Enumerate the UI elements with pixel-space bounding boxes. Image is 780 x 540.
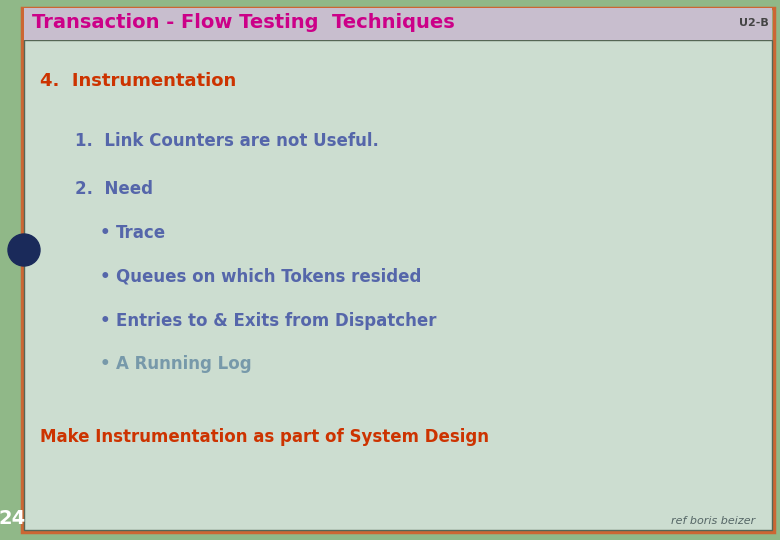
Text: 1.  Link Counters are not Useful.: 1. Link Counters are not Useful. [75,132,379,150]
FancyBboxPatch shape [24,40,772,530]
Text: ref boris beizer: ref boris beizer [671,516,755,526]
Text: Trace: Trace [116,224,166,242]
Text: •: • [100,268,111,286]
FancyBboxPatch shape [24,8,772,40]
Text: 4.  Instrumentation: 4. Instrumentation [40,72,236,90]
Text: A Running Log: A Running Log [116,355,252,373]
Text: Queues on which Tokens resided: Queues on which Tokens resided [116,268,421,286]
Text: 24: 24 [0,509,26,528]
Text: Entries to & Exits from Dispatcher: Entries to & Exits from Dispatcher [116,312,437,330]
Text: U2-B: U2-B [739,18,769,28]
Text: •: • [100,224,111,242]
Circle shape [8,234,40,266]
Text: 2.  Need: 2. Need [75,180,153,198]
Text: Transaction - Flow Testing  Techniques: Transaction - Flow Testing Techniques [32,14,455,32]
Text: •: • [100,355,111,373]
Text: •: • [100,312,111,330]
Text: Make Instrumentation as part of System Design: Make Instrumentation as part of System D… [40,428,489,446]
